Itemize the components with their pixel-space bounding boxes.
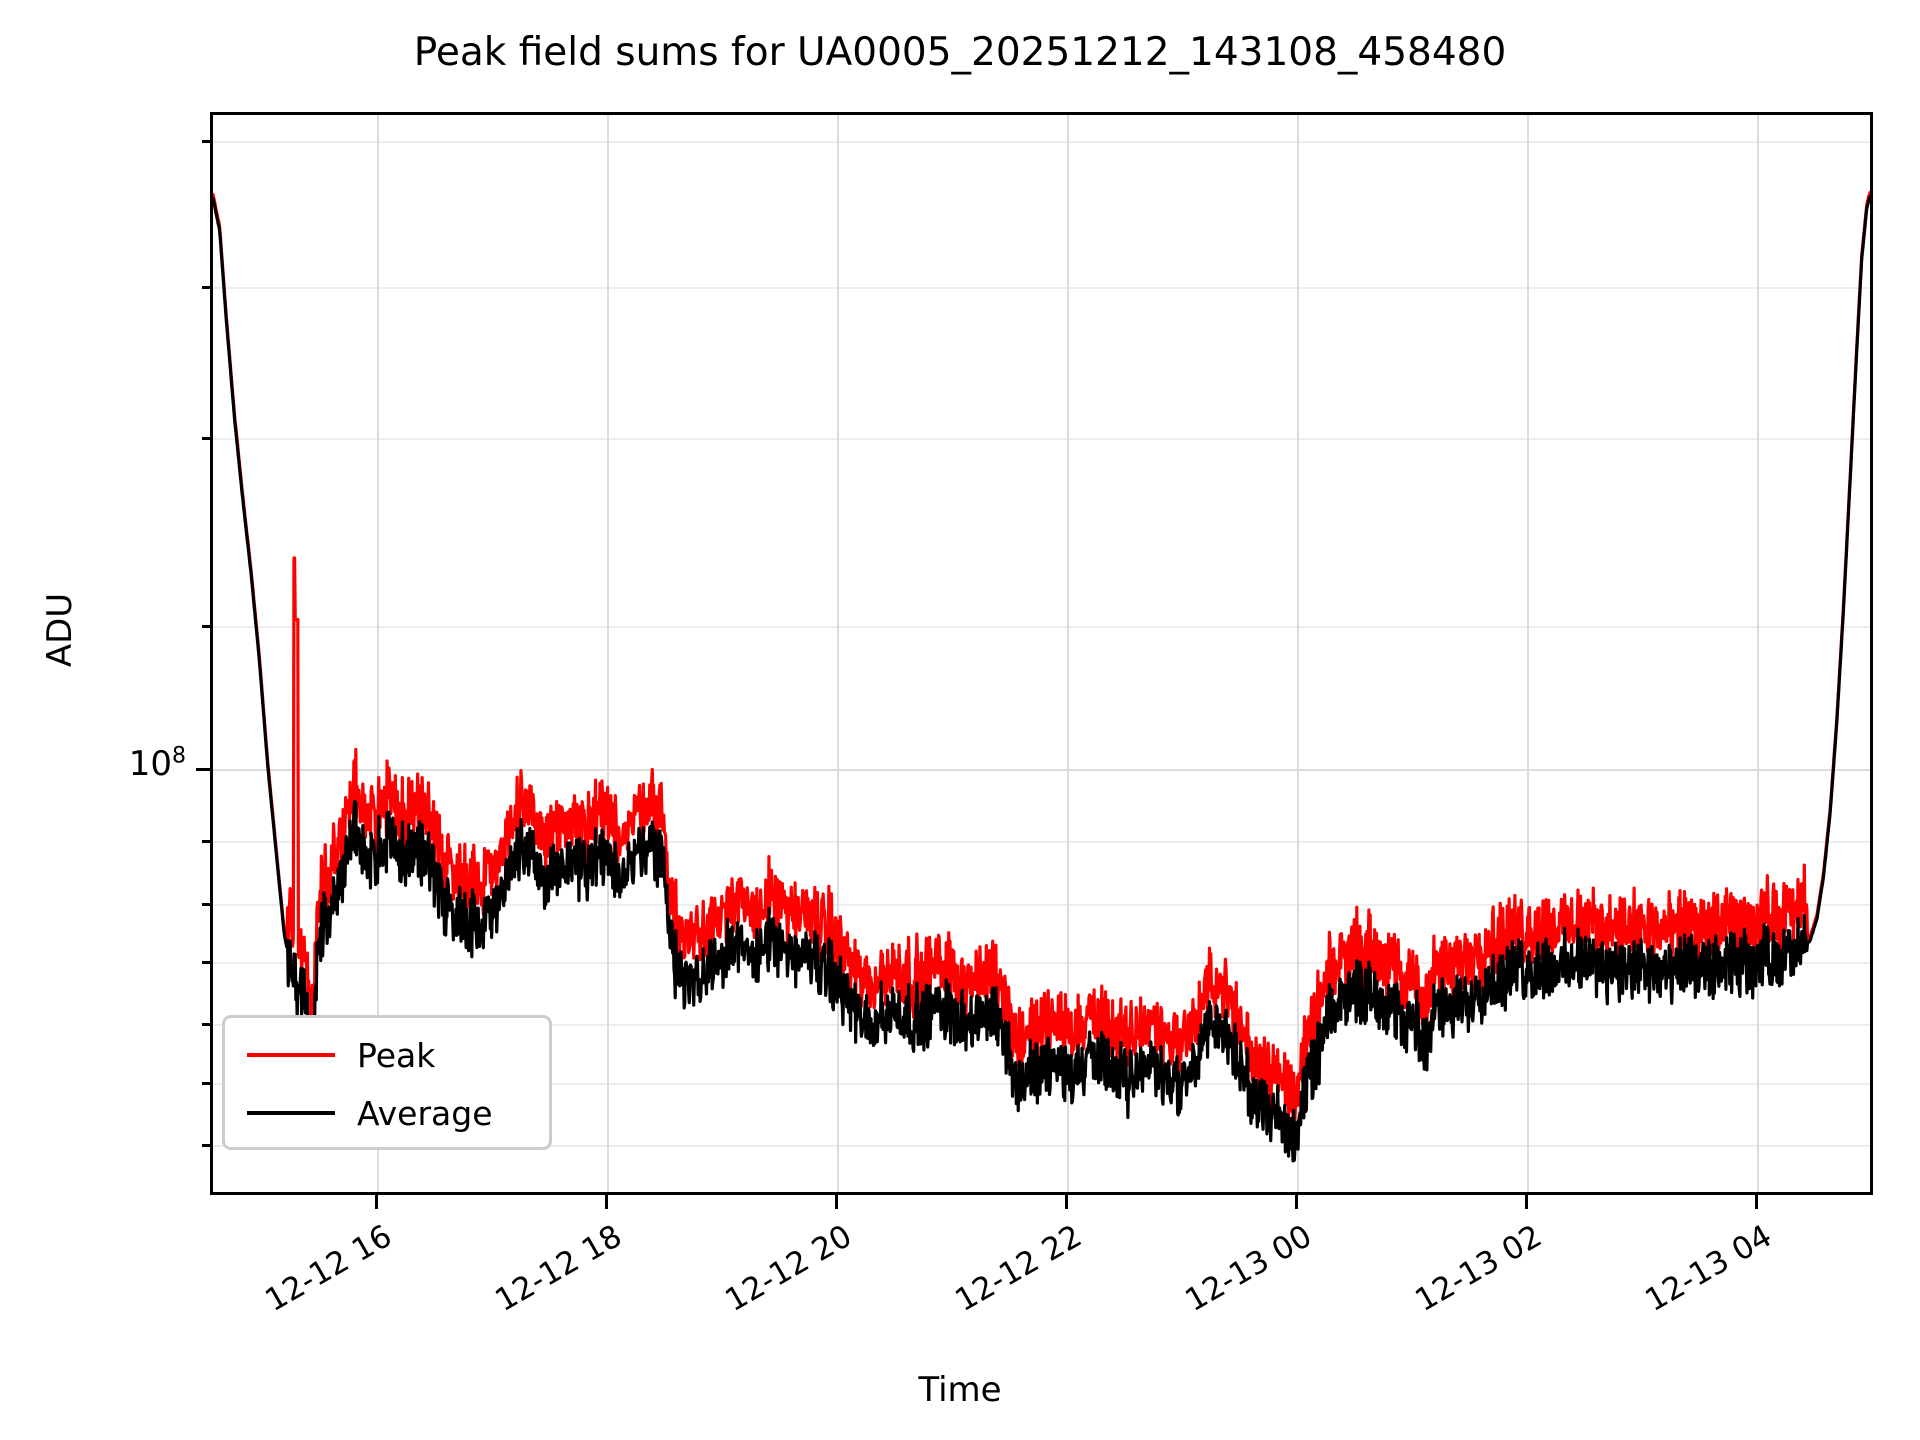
legend-item-average: Average [225, 1088, 549, 1138]
y-tick-minor-mark [202, 140, 210, 143]
gridline-horizontal-minor [213, 626, 1870, 628]
legend-label-average: Average [357, 1093, 493, 1133]
x-tick-mark [1295, 1195, 1298, 1209]
series-line-peak [213, 190, 1870, 1122]
gridline-horizontal-minor [213, 904, 1870, 906]
x-tick-mark [1755, 1195, 1758, 1209]
gridline-horizontal-minor [213, 1145, 1870, 1147]
gridline-vertical [1527, 115, 1529, 1192]
y-tick-minor-mark [202, 903, 210, 906]
y-tick-minor-mark [202, 286, 210, 289]
gridline-vertical [1067, 115, 1069, 1192]
x-tick-mark [1525, 1195, 1528, 1209]
y-tick-minor-mark [202, 961, 210, 964]
x-tick-label-4: 12-13 00 [1179, 1218, 1318, 1319]
x-tick-label-2: 12-12 20 [719, 1218, 858, 1319]
y-tick-minor-mark [202, 1144, 210, 1147]
y-tick-minor-mark [202, 1023, 210, 1026]
y-tick-label-1e8: 108 [129, 744, 186, 784]
series-line-average [213, 195, 1870, 1163]
y-tick-major-mark-1e8 [196, 768, 210, 771]
y-tick-minor-mark [202, 840, 210, 843]
gridline-vertical [1297, 115, 1299, 1192]
x-tick-mark [835, 1195, 838, 1209]
legend-label-peak: Peak [357, 1035, 436, 1075]
gridline-horizontal-minor [213, 962, 1870, 964]
x-tick-mark [375, 1195, 378, 1209]
plot-area [210, 112, 1873, 1195]
x-tick-label-6: 12-13 04 [1639, 1218, 1778, 1319]
gridline-vertical [837, 115, 839, 1192]
gridline-horizontal-minor [213, 287, 1870, 289]
x-tick-mark [1065, 1195, 1068, 1209]
gridline-horizontal-minor [213, 438, 1870, 440]
legend-item-peak: Peak [225, 1030, 549, 1080]
x-tick-label-3: 12-12 22 [949, 1218, 1088, 1319]
y-tick-minor-mark [202, 625, 210, 628]
gridline-vertical [1757, 115, 1759, 1192]
x-tick-label-5: 12-13 02 [1409, 1218, 1548, 1319]
legend-swatch-peak [247, 1053, 335, 1057]
legend: Peak Average [222, 1015, 552, 1150]
gridline-horizontal-minor [213, 841, 1870, 843]
chart-title: Peak field sums for UA0005_20251212_1431… [413, 30, 1507, 75]
series-plot [213, 190, 1870, 1163]
gridline-horizontal-minor [213, 141, 1870, 143]
y-tick-exponent: 8 [172, 743, 186, 769]
x-tick-label-0: 12-12 16 [259, 1218, 398, 1319]
y-axis-label: ADU [40, 592, 80, 668]
x-tick-mark [605, 1195, 608, 1209]
gridline-vertical [607, 115, 609, 1192]
x-tick-label-1: 12-12 18 [489, 1218, 628, 1319]
gridline-vertical [377, 115, 379, 1192]
legend-swatch-average [247, 1111, 335, 1115]
y-tick-minor-mark [202, 1082, 210, 1085]
y-tick-mantissa: 10 [128, 744, 172, 784]
gridline-horizontal-major [213, 769, 1870, 771]
y-tick-minor-mark [202, 437, 210, 440]
x-axis-label: Time [918, 1370, 1002, 1410]
